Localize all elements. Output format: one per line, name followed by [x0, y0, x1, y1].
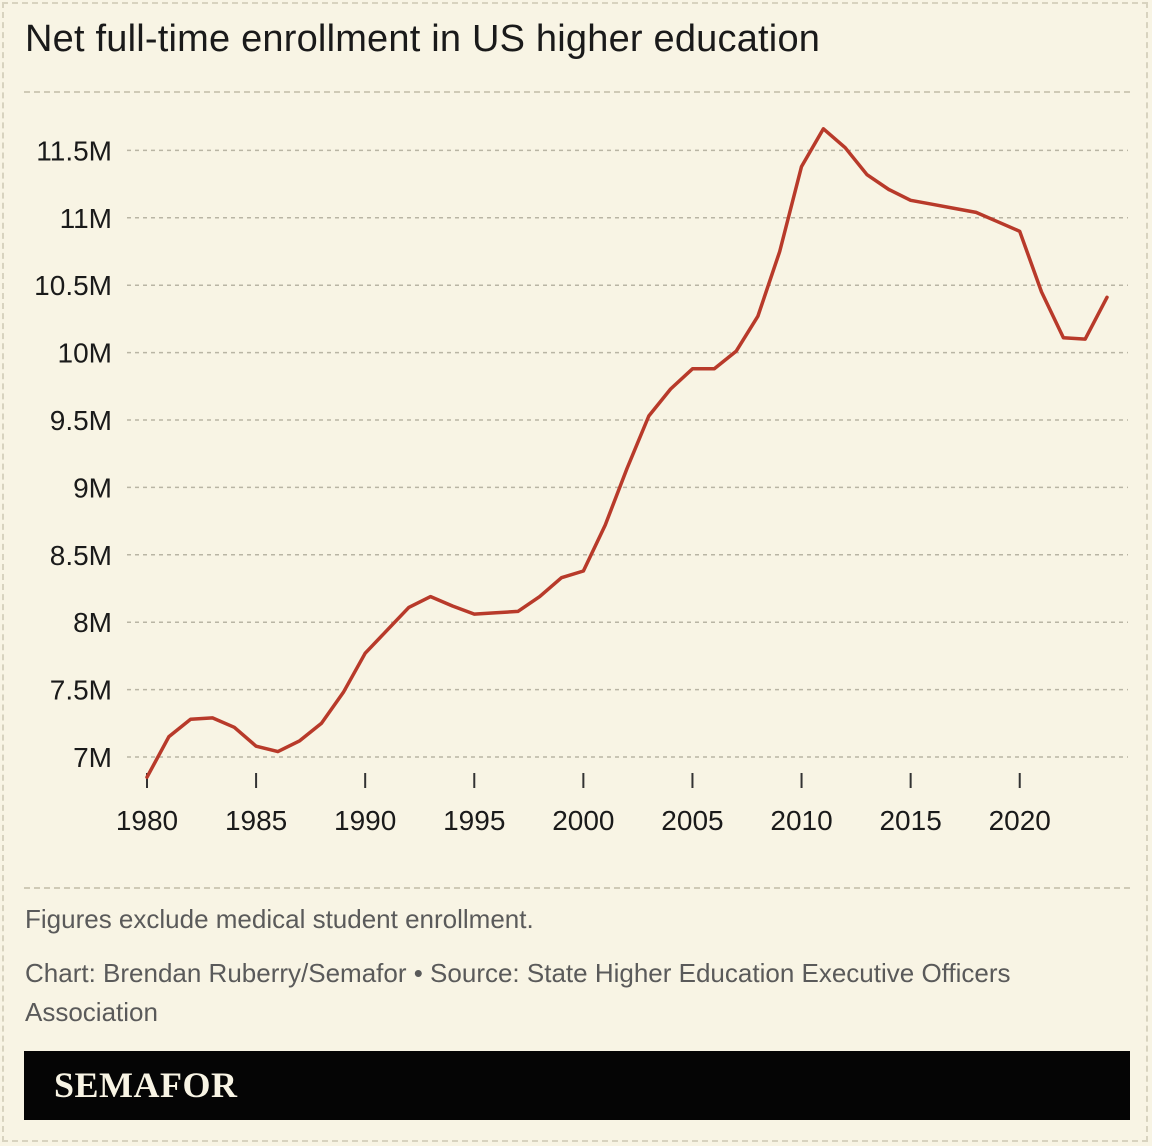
x-tick-label: 2010: [770, 805, 832, 836]
footnote: Figures exclude medical student enrollme…: [25, 904, 534, 934]
x-tick-label: 1990: [334, 805, 396, 836]
x-tick-label: 2020: [989, 805, 1051, 836]
y-tick-label: 8M: [73, 607, 112, 638]
y-tick-label: 10.5M: [34, 270, 112, 301]
source-credit: Chart: Brendan Ruberry/Semafor • Source:…: [25, 958, 1011, 1027]
series-layer: [145, 127, 1109, 779]
brand-logo: SEMAFOR: [54, 1065, 238, 1105]
x-tick-label: 1980: [116, 805, 178, 836]
series-line-enrollment: [145, 127, 1109, 779]
x-tick-label: 1995: [443, 805, 505, 836]
gridlines: [127, 149, 1128, 758]
bottom-divider: [24, 887, 1130, 889]
x-tick-label: 1985: [225, 805, 287, 836]
x-axis-ticks: 1980 1985 1990 1995 2000 2005 2010 2015 2020: [116, 773, 1051, 836]
y-tick-label: 11.5M: [36, 135, 112, 166]
y-tick-label: 11M: [60, 203, 112, 234]
x-tick-label: 2005: [661, 805, 723, 836]
y-tick-label: 7M: [73, 742, 112, 773]
chart-title: Net full-time enrollment in US higher ed…: [25, 18, 821, 60]
y-axis-ticks: 7M 7.5M 8M 8.5M 9M 9.5M 10M 10.5M 11M 11.5M: [34, 135, 112, 773]
y-tick-label: 10M: [58, 338, 112, 369]
x-tick-label: 2000: [552, 805, 614, 836]
y-tick-label: 9M: [73, 472, 112, 503]
y-tick-label: 8.5M: [50, 540, 112, 571]
x-tick-label: 2015: [879, 805, 941, 836]
top-divider: [24, 91, 1130, 93]
y-tick-label: 9.5M: [50, 405, 112, 436]
brand-bar: SEMAFOR: [24, 1051, 1130, 1120]
y-tick-label: 7.5M: [50, 675, 112, 706]
